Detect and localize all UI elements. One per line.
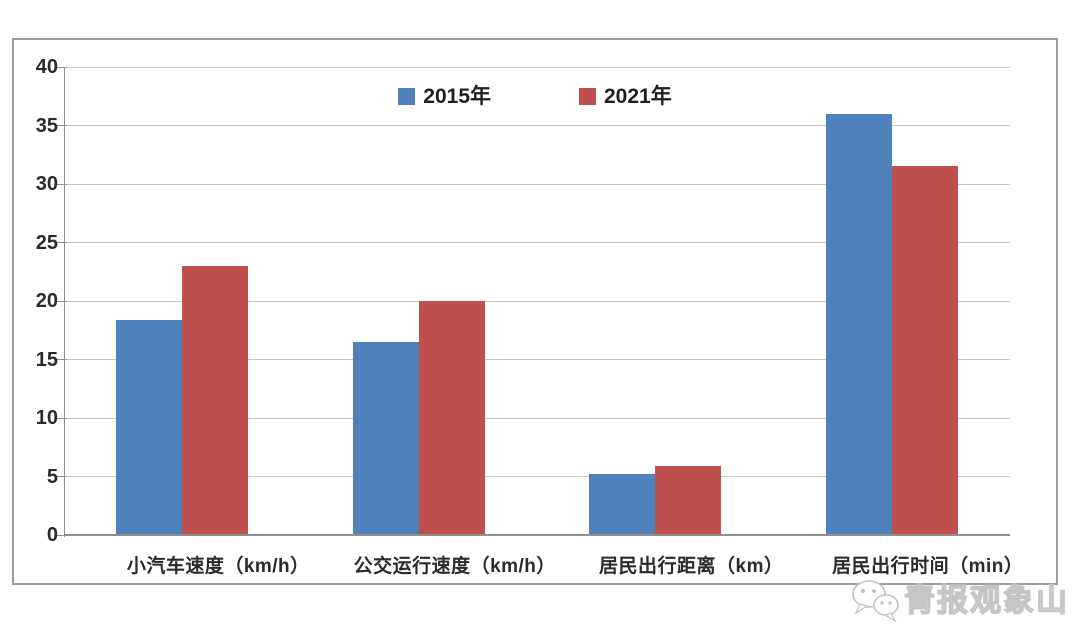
- y-axis-tick-label: 35: [35, 114, 58, 137]
- gridline: [64, 125, 1010, 126]
- y-axis-tick-label: 10: [35, 407, 58, 429]
- y-axis-tick: [55, 242, 67, 243]
- gridline: [64, 417, 1010, 419]
- bar-2015年-居民出行距离（km）: [589, 474, 656, 534]
- bar-2021年-居民出行距离（km）: [655, 465, 722, 534]
- y-axis-tick-label: 20: [35, 290, 58, 312]
- y-axis-tick-label: 30: [35, 173, 58, 195]
- gridline: [64, 359, 1010, 360]
- gridline: [64, 66, 1010, 68]
- legend-item-2021: 2021年: [579, 86, 672, 107]
- y-axis-tick-label: 15: [35, 348, 58, 371]
- bar-2015年-小汽车速度（km/h）: [116, 319, 183, 534]
- y-axis-tick: [55, 300, 67, 302]
- y-axis-tick: [55, 125, 67, 126]
- gridline: [64, 476, 1010, 477]
- y-axis-tick: [55, 417, 67, 419]
- bar-2015年-公交运行速度（km/h）: [352, 341, 419, 534]
- legend-item-2015: 2015年: [398, 86, 491, 107]
- y-axis-tick-label: 5: [46, 465, 58, 488]
- y-axis-tick-label: 25: [35, 231, 58, 254]
- y-axis-tick-label: 40: [35, 56, 58, 78]
- x-category-label: 小汽车速度（km/h）: [126, 556, 310, 577]
- bar-2021年-公交运行速度（km/h）: [418, 301, 485, 534]
- y-axis-tick: [55, 534, 67, 536]
- y-axis-tick: [55, 359, 67, 360]
- bar-2015年-居民出行时间（min）: [825, 113, 892, 534]
- wechat-icon: [852, 580, 899, 623]
- y-axis-tick: [55, 66, 67, 68]
- y-axis-line: [64, 67, 65, 537]
- gridline: [64, 300, 1010, 302]
- x-category-label: 居民出行时间（min）: [832, 556, 1024, 577]
- watermark-text: 青报观象山: [903, 582, 1069, 618]
- y-axis-tick-label: 0: [46, 524, 58, 546]
- bar-2021年-小汽车速度（km/h）: [182, 265, 249, 534]
- gridline: [64, 242, 1010, 243]
- y-axis-tick: [55, 476, 67, 477]
- x-category-label: 公交运行速度（km/h）: [353, 556, 556, 577]
- y-axis-tick: [55, 183, 67, 185]
- plot-area: [55, 66, 1010, 537]
- x-axis-line: [64, 534, 1010, 536]
- legend-swatch-2021-icon: [579, 87, 596, 105]
- watermark: 青报观象山: [848, 577, 1069, 623]
- legend-label-2021: 2021年: [604, 84, 672, 108]
- legend-swatch-2015-icon: [398, 87, 416, 105]
- x-category-label: 居民出行距离（km）: [599, 556, 784, 577]
- gridline: [64, 183, 1010, 185]
- bar-2021年-居民出行时间（min）: [891, 166, 958, 534]
- chart-legend: 2015年 2021年: [14, 84, 1056, 108]
- legend-label-2015: 2015年: [423, 84, 491, 108]
- chart-frame: 2015年 2021年 0 5 10 15 20 25 30 35 40 小汽车速度（km/h）…: [12, 38, 1058, 585]
